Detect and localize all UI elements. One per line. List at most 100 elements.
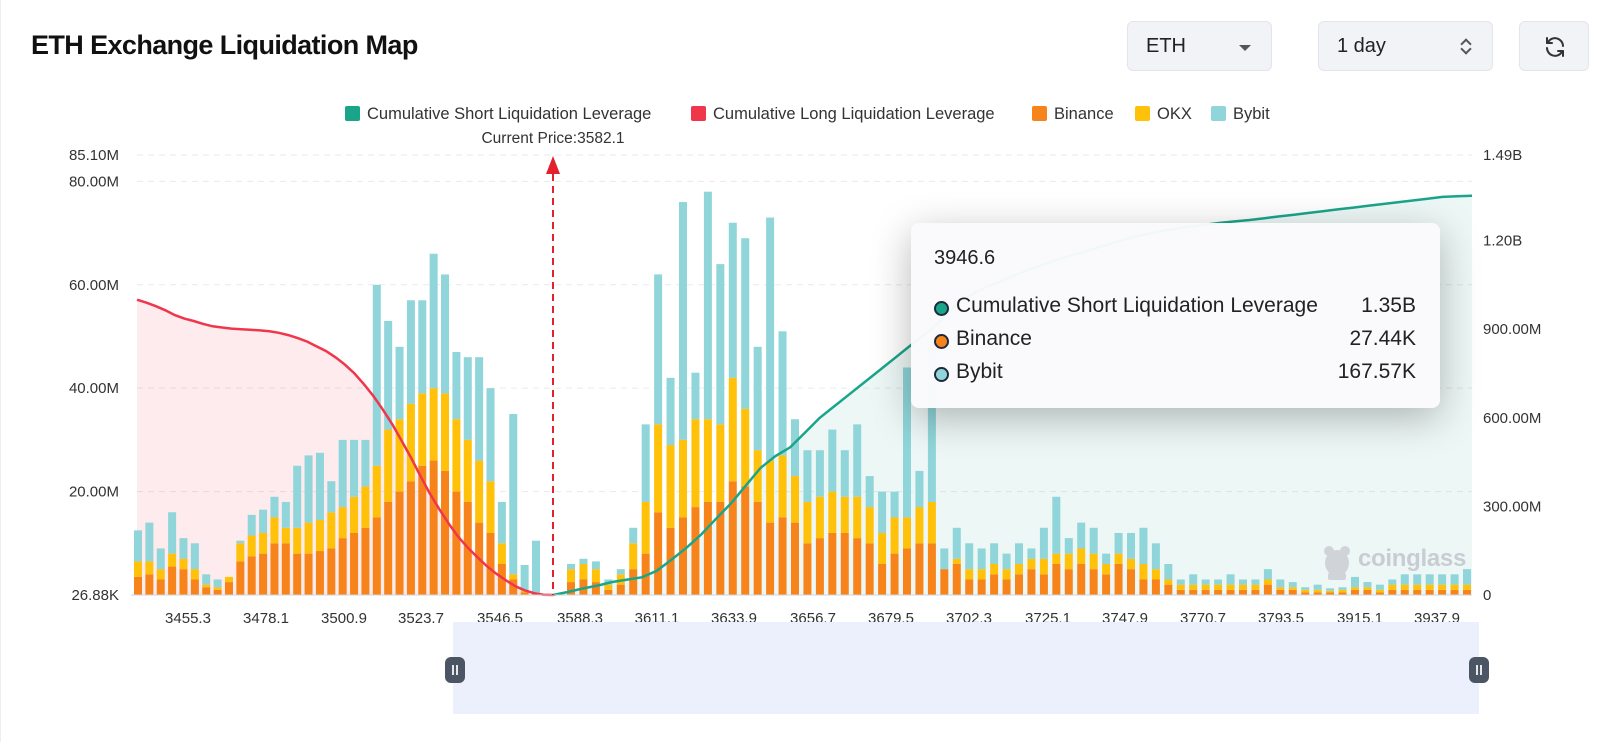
legend-label: Cumulative Long Liquidation Leverage xyxy=(713,105,995,123)
bybit-bar xyxy=(236,540,245,544)
bybit-bar xyxy=(1263,569,1272,580)
chevron-down-icon xyxy=(1239,45,1251,51)
bybit-bar xyxy=(927,341,936,502)
current-price-arrow-icon xyxy=(546,156,560,174)
okx-bar xyxy=(741,408,750,487)
bybit-bar xyxy=(753,346,762,451)
legend-label: Bybit xyxy=(1233,105,1270,123)
okx-bar xyxy=(728,377,737,482)
bybit-bar xyxy=(1164,563,1173,580)
okx-bar xyxy=(1139,563,1148,580)
chart-legend[interactable]: Cumulative Short Liquidation Leverage Cum… xyxy=(345,105,1270,123)
bybit-bar xyxy=(372,284,381,466)
bybit-bar xyxy=(1438,574,1447,585)
bybit-bar xyxy=(828,429,837,492)
okx-bar xyxy=(1077,548,1086,564)
bybit-bar xyxy=(361,439,370,487)
binance-bar xyxy=(190,579,199,595)
okx-bar xyxy=(1438,584,1447,590)
bybit-bar xyxy=(1463,569,1471,585)
bybit-bar xyxy=(213,579,222,588)
tooltip-row: Binance 27.44K xyxy=(934,327,1416,355)
bybit-bar xyxy=(168,512,177,554)
left-axis-tick-label: 40.00M xyxy=(69,380,119,397)
binance-bar xyxy=(259,553,268,595)
bybit-bar xyxy=(1176,579,1185,585)
refresh-icon xyxy=(1546,37,1564,57)
tooltip-series-name: Bybit xyxy=(956,360,1003,383)
legend-swatch xyxy=(345,106,360,121)
binance-bar xyxy=(293,553,302,595)
binance-bar xyxy=(915,543,924,595)
okx-bar xyxy=(567,569,575,583)
bybit-bar xyxy=(741,238,750,409)
okx-bar xyxy=(803,501,812,544)
x-axis-tick-label: 3523.7 xyxy=(398,610,444,627)
okx-bar xyxy=(1164,579,1173,585)
tooltip-series-value: 1.35B xyxy=(1361,294,1416,317)
okx-bar xyxy=(1301,589,1310,593)
okx-bar xyxy=(1102,563,1111,575)
symbol-select[interactable]: ETH xyxy=(1127,21,1272,71)
okx-bar xyxy=(247,535,256,557)
okx-bar xyxy=(202,584,211,588)
okx-bar xyxy=(965,569,974,580)
okx-bar xyxy=(1015,563,1023,575)
okx-bar xyxy=(441,393,450,471)
left-axis-tick-label: 85.10M xyxy=(69,147,119,164)
binance-bar xyxy=(247,556,256,595)
bybit-bar xyxy=(429,253,438,389)
bybit-bar xyxy=(202,574,211,585)
bybit-bar xyxy=(1064,538,1073,554)
bybit-bar xyxy=(815,450,824,497)
left-axis-tick-label: 80.00M xyxy=(69,173,119,190)
binance-bar xyxy=(1338,592,1347,595)
bybit-bar xyxy=(1400,574,1409,585)
binance-bar xyxy=(384,501,393,595)
okx-bar xyxy=(418,393,427,466)
binance-bar xyxy=(878,563,887,595)
bybit-bar xyxy=(1326,588,1335,591)
bybit-bar xyxy=(1039,527,1048,559)
tooltip-series-name: Binance xyxy=(956,327,1032,350)
series-dot-icon xyxy=(934,367,949,382)
x-axis-tick-label: 3455.3 xyxy=(165,610,211,627)
binance-bar xyxy=(1388,589,1397,595)
bybit-bar xyxy=(475,357,484,461)
okx-bar xyxy=(1463,584,1471,590)
okx-bar xyxy=(691,419,700,508)
okx-bar xyxy=(1276,587,1285,590)
okx-bar xyxy=(865,507,874,544)
zoom-end-handle[interactable] xyxy=(1469,657,1489,683)
okx-bar xyxy=(259,532,268,554)
binance-bar xyxy=(327,548,336,595)
okx-bar xyxy=(791,476,799,523)
okx-bar xyxy=(486,481,495,533)
okx-bar xyxy=(604,584,613,590)
okx-bar xyxy=(395,419,404,492)
okx-bar xyxy=(1400,584,1409,590)
okx-bar xyxy=(579,563,588,580)
bybit-bar xyxy=(890,491,899,518)
okx-bar xyxy=(840,496,849,533)
binance-bar xyxy=(315,551,324,595)
bybit-bar xyxy=(145,522,154,562)
binance-bar xyxy=(1089,569,1098,595)
bybit-bar xyxy=(1052,496,1061,554)
binance-bar xyxy=(1114,563,1123,595)
okx-bar xyxy=(1089,553,1098,570)
refresh-button[interactable] xyxy=(1519,21,1589,71)
time-range-select[interactable]: 1 day xyxy=(1318,21,1493,71)
zoom-start-handle[interactable] xyxy=(445,657,465,683)
binance-bar xyxy=(567,582,575,595)
okx-bar xyxy=(224,576,233,583)
bybit-bar xyxy=(940,548,949,570)
coinglass-logo-icon xyxy=(1324,546,1350,580)
zoom-range-selection[interactable] xyxy=(453,622,1479,714)
binance-bar xyxy=(927,543,936,595)
okx-bar xyxy=(350,496,359,533)
bybit-bar xyxy=(666,377,675,446)
right-axis-tick-label: 900.00M xyxy=(1483,321,1541,338)
bybit-bar xyxy=(259,509,268,533)
bybit-bar xyxy=(1201,579,1210,585)
